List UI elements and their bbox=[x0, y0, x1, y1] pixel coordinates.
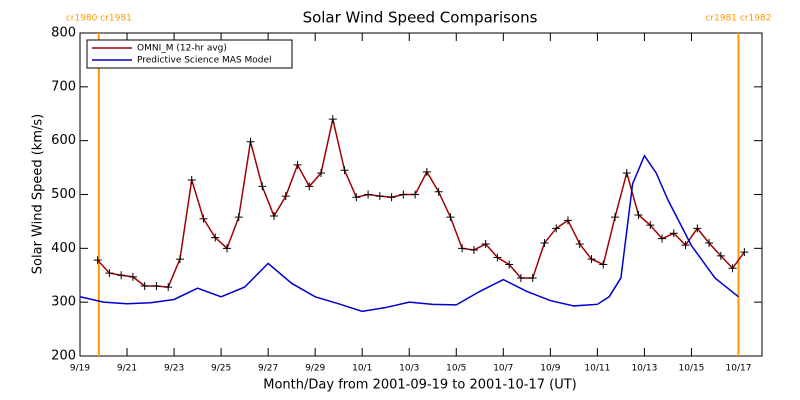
data-point bbox=[164, 283, 173, 292]
data-point bbox=[528, 273, 537, 282]
y-tick-label: 400 bbox=[51, 241, 76, 256]
data-point bbox=[587, 255, 596, 264]
x-tick-label: 10/15 bbox=[678, 364, 704, 374]
y-axis-label: Solar Wind Speed (km/s) bbox=[31, 114, 46, 274]
data-point bbox=[540, 238, 549, 247]
data-point bbox=[658, 234, 667, 243]
data-point bbox=[434, 187, 443, 196]
x-tick-label: 9/19 bbox=[70, 364, 90, 374]
data-point bbox=[399, 190, 408, 199]
data-point bbox=[105, 269, 114, 278]
data-point bbox=[117, 271, 126, 280]
data-point bbox=[270, 212, 279, 221]
x-tick-label: 9/23 bbox=[164, 364, 184, 374]
annotation: cr1980 cr1981 bbox=[66, 14, 132, 24]
data-point bbox=[622, 168, 631, 177]
data-point bbox=[740, 248, 749, 257]
data-point bbox=[646, 221, 655, 230]
data-point bbox=[505, 260, 514, 269]
data-point bbox=[293, 160, 302, 169]
legend-label: Predictive Science MAS Model bbox=[137, 56, 272, 66]
data-point bbox=[140, 282, 149, 291]
data-point bbox=[305, 182, 314, 191]
x-tick-label: 10/7 bbox=[493, 364, 513, 374]
x-tick-label: 10/1 bbox=[352, 364, 372, 374]
data-point bbox=[634, 210, 643, 219]
data-point bbox=[422, 167, 431, 176]
data-point bbox=[246, 137, 255, 146]
x-tick-label: 10/9 bbox=[540, 364, 560, 374]
x-tick-label: 9/27 bbox=[258, 364, 278, 374]
data-point bbox=[516, 273, 525, 282]
series-line bbox=[79, 154, 739, 313]
data-point bbox=[481, 240, 490, 249]
annotation: cr1981 cr1982 bbox=[705, 14, 771, 24]
data-point bbox=[93, 256, 102, 265]
data-point bbox=[728, 264, 737, 273]
data-point bbox=[152, 282, 161, 291]
x-tick-label: 9/25 bbox=[211, 364, 231, 374]
data-point bbox=[599, 260, 608, 269]
data-point bbox=[469, 245, 478, 254]
x-tick-label: 10/13 bbox=[631, 364, 657, 374]
data-point bbox=[340, 166, 349, 175]
data-point bbox=[328, 115, 337, 124]
y-tick-label: 600 bbox=[51, 133, 76, 148]
y-tick-label: 800 bbox=[51, 26, 76, 41]
data-point bbox=[563, 216, 572, 225]
data-point bbox=[575, 240, 584, 249]
data-point bbox=[128, 272, 137, 281]
series-line bbox=[97, 118, 745, 288]
data-point bbox=[446, 213, 455, 222]
legend-label: OMNI_M (12-hr avg) bbox=[137, 44, 227, 54]
chart-title: Solar Wind Speed Comparisons bbox=[303, 9, 538, 27]
data-point bbox=[352, 193, 361, 202]
data-point bbox=[716, 251, 725, 260]
data-point bbox=[211, 233, 220, 242]
y-tick-label: 300 bbox=[51, 295, 76, 310]
x-tick-label: 10/3 bbox=[399, 364, 419, 374]
x-tick-label: 10/5 bbox=[446, 364, 466, 374]
data-point bbox=[175, 255, 184, 264]
data-point bbox=[222, 244, 231, 253]
data-point bbox=[364, 190, 373, 199]
data-point bbox=[611, 213, 620, 222]
data-point bbox=[669, 229, 678, 238]
data-point bbox=[493, 253, 502, 262]
x-tick-label: 9/21 bbox=[117, 364, 137, 374]
data-point bbox=[693, 224, 702, 233]
y-tick-label: 500 bbox=[51, 187, 76, 202]
data-point bbox=[705, 238, 714, 247]
data-point bbox=[258, 182, 267, 191]
data-point bbox=[552, 224, 561, 233]
data-point bbox=[387, 193, 396, 202]
data-point bbox=[458, 244, 467, 253]
x-tick-label: 10/11 bbox=[584, 364, 610, 374]
y-tick-label: 700 bbox=[51, 79, 76, 94]
data-point bbox=[375, 192, 384, 201]
legend-box bbox=[86, 39, 293, 69]
data-point bbox=[187, 175, 196, 184]
x-tick-label: 9/29 bbox=[305, 364, 325, 374]
data-point bbox=[411, 190, 420, 199]
data-point bbox=[281, 192, 290, 201]
x-axis-label: Month/Day from 2001-09-19 to 2001-10-17 … bbox=[263, 378, 576, 393]
data-point bbox=[681, 241, 690, 250]
data-point bbox=[199, 214, 208, 223]
data-point bbox=[234, 213, 243, 222]
x-tick-label: 10/17 bbox=[726, 364, 752, 374]
y-tick-label: 200 bbox=[51, 349, 76, 364]
data-point bbox=[317, 168, 326, 177]
